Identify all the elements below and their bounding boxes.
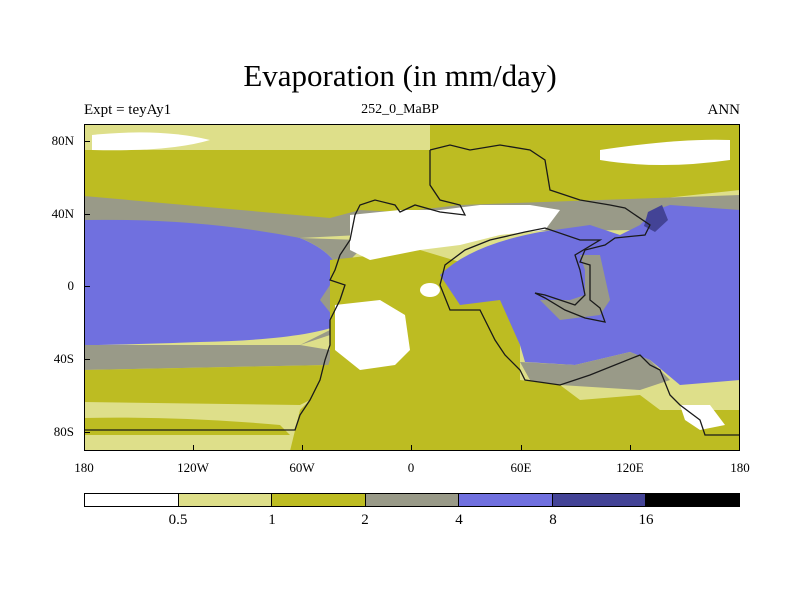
map-title: Evaporation (in mm/day): [243, 58, 557, 93]
y-tick-0: [84, 286, 90, 287]
x-label-60e: 60E: [510, 460, 532, 475]
field-continent-olive: [290, 250, 740, 451]
colorbar-label-8: 8: [549, 512, 557, 528]
colorbar-box-4: [459, 494, 553, 506]
y-label-0: 0: [67, 278, 75, 293]
colorbar-box-0: [85, 494, 179, 506]
colorbar-box-6: [646, 494, 740, 506]
colorbar-box-1: [178, 494, 273, 506]
colorbar-box-3: [365, 494, 460, 506]
colorbar-label-0-5: 0.5: [168, 512, 188, 528]
colorbar-label-1: 1: [268, 512, 276, 528]
colorbar-box-2: [272, 494, 366, 506]
season-label: ANN: [707, 102, 741, 118]
x-tick-60w: [302, 445, 303, 451]
field-tethys-gray: [520, 352, 670, 390]
age-label: 252_0_MaBP: [361, 102, 439, 117]
x-label-180w: 180: [74, 460, 94, 475]
x-tick-0: [411, 445, 412, 451]
colorbar-box-5: [552, 494, 647, 506]
x-label-180e: 180: [730, 460, 750, 475]
colorbar-label-16: 16: [638, 512, 654, 528]
y-label-80s: 80S: [53, 424, 74, 439]
y-tick-80s: [84, 432, 90, 433]
y-tick-80n: [84, 141, 90, 142]
map-field: [84, 124, 740, 451]
field-white-southeast: [680, 405, 725, 430]
field-white-north: [350, 205, 560, 260]
coastline: [84, 144, 740, 436]
y-tick-40n: [84, 214, 90, 215]
y-tick-40s: [84, 359, 90, 360]
field-white-arctic-right: [600, 139, 730, 165]
colorbar-label-2: 2: [361, 512, 369, 528]
field-white-equator: [420, 283, 440, 297]
field-south-olive: [84, 365, 330, 405]
experiment-label: Expt = teyAy1: [84, 102, 172, 118]
field-south-gray: [84, 345, 330, 370]
x-tick-120e: [630, 445, 631, 451]
x-label-60w: 60W: [289, 460, 315, 475]
field-far-south-olive: [84, 417, 290, 435]
y-label-40n: 40N: [51, 206, 74, 221]
colorbar-label-4: 4: [455, 512, 463, 528]
field-north-olive: [84, 124, 740, 225]
y-label-40s: 40S: [53, 351, 74, 366]
x-label-0: 0: [407, 460, 415, 475]
x-label-120w: 120W: [177, 460, 209, 475]
x-tick-120w: [193, 445, 194, 451]
x-tick-60e: [521, 445, 522, 451]
field-pacific-blue: [84, 219, 340, 345]
field-white-arctic-left: [92, 132, 210, 151]
x-label-120e: 120E: [616, 460, 644, 475]
map-frame: [84, 124, 740, 451]
colorbar: [84, 493, 740, 507]
y-label-80n: 80N: [51, 133, 74, 148]
field-tethys-inner-gray: [540, 255, 610, 320]
field-white-south: [335, 300, 410, 370]
